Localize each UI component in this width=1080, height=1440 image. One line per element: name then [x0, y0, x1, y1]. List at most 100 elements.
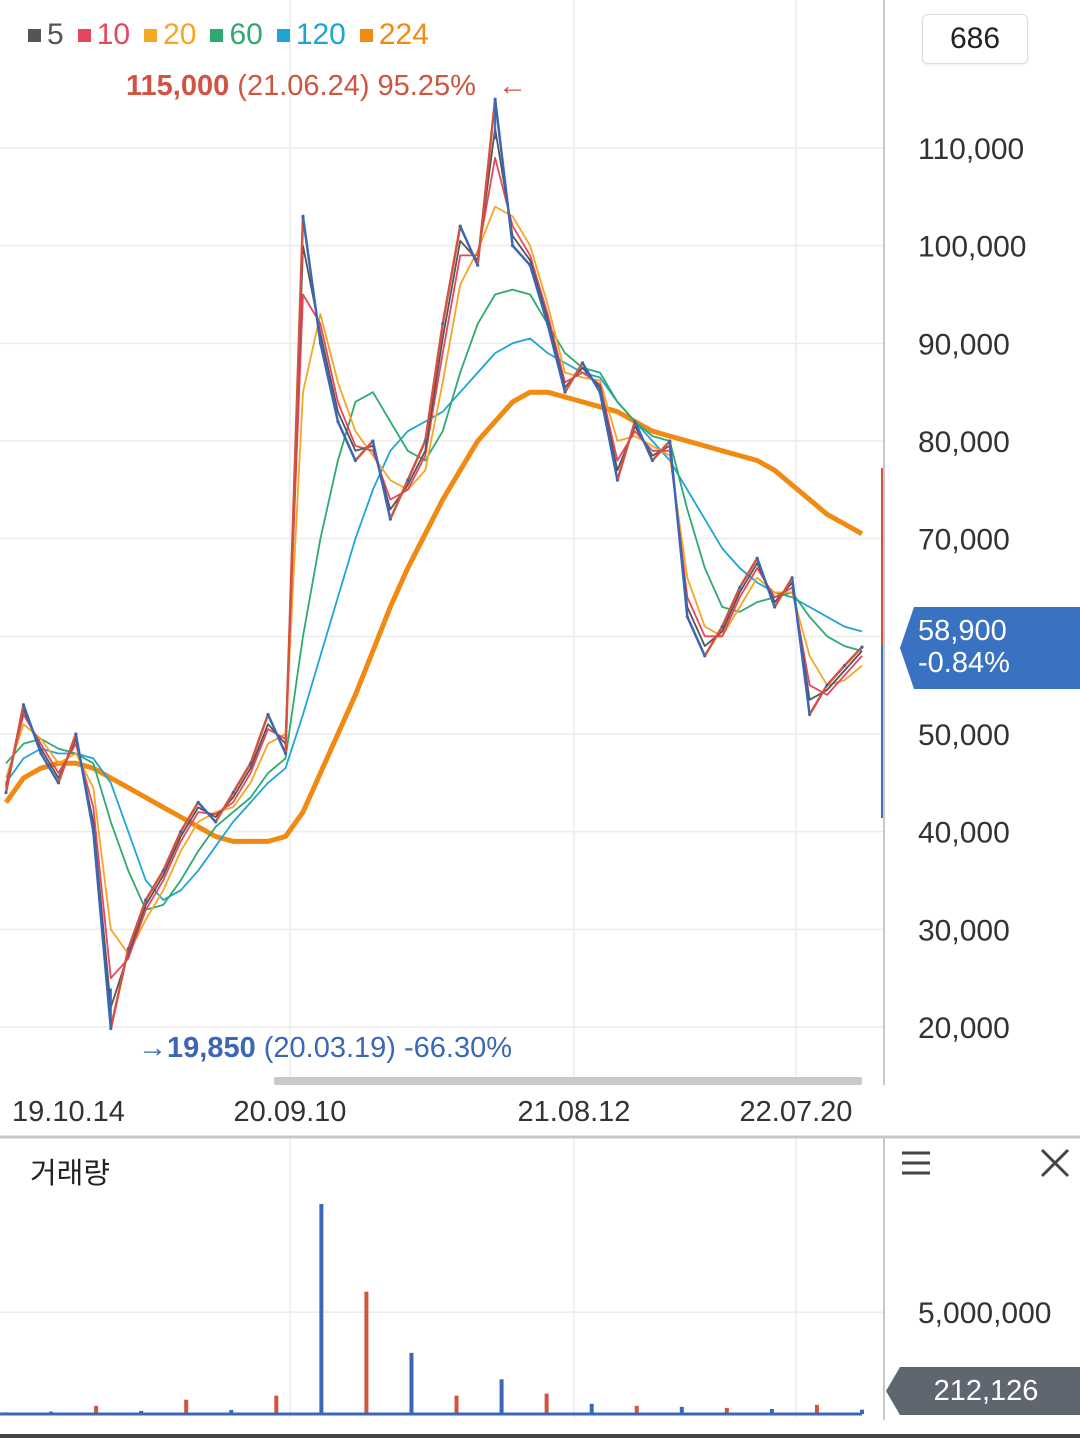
menu-icon-glyph: [902, 1151, 930, 1175]
volume-bar: [184, 1399, 189, 1414]
price-segment: [528, 264, 549, 325]
menu-icon[interactable]: [900, 1148, 932, 1178]
price-point: [144, 898, 148, 902]
price-segment: [406, 440, 427, 481]
volume-bar: [724, 1407, 729, 1414]
price-segment: [162, 831, 182, 872]
price-point: [196, 800, 200, 804]
legend-swatch: [28, 28, 41, 42]
price-point: [214, 820, 218, 824]
volume-bar: [454, 1395, 459, 1414]
price-segment: [354, 440, 374, 462]
price-point: [790, 576, 794, 580]
legend-item-ma5[interactable]: 5: [28, 18, 64, 52]
price-point: [91, 830, 95, 834]
price-segment: [826, 664, 846, 686]
volume-bar: [679, 1406, 684, 1414]
price-point: [755, 556, 759, 560]
volume-bars: [0, 1204, 864, 1416]
legend-item-ma20[interactable]: 20: [144, 18, 196, 52]
legend-item-ma224[interactable]: 224: [359, 18, 429, 52]
grid: [0, 0, 884, 1418]
price-segment: [4, 704, 25, 793]
price-point: [458, 224, 462, 228]
legend-swatch: [210, 28, 224, 42]
y-tick-label: 50,000: [918, 719, 1010, 752]
price-point: [738, 585, 742, 590]
price-segment: [197, 801, 217, 823]
volume-tick-label: 5,000,000: [918, 1297, 1051, 1330]
volume-bar: [319, 1204, 324, 1414]
price-point: [353, 458, 357, 463]
price-segment: [773, 577, 794, 608]
price-point: [74, 732, 78, 736]
y-axis-labels: 20,00030,00040,00050,00060,00070,00080,0…: [918, 133, 1026, 1045]
price-point: [248, 761, 253, 765]
price-segment: [476, 99, 497, 266]
legend-item-ma60[interactable]: 60: [210, 18, 263, 52]
max-price-value: 115,000: [126, 70, 230, 102]
price-segment: [424, 323, 444, 442]
legend-item-ma10[interactable]: 10: [77, 18, 130, 52]
price-segment: [284, 216, 305, 754]
volume-bar: [589, 1403, 594, 1414]
close-icon[interactable]: [1038, 1146, 1072, 1180]
arrow-left-icon: ←: [497, 70, 527, 102]
price-point: [161, 869, 165, 873]
legend-swatch: [359, 28, 373, 42]
price-point: [406, 478, 410, 482]
ma-line-20: [5, 205, 863, 955]
ma-line-5: [5, 127, 863, 1009]
y-tick-label: 70,000: [918, 524, 1010, 557]
current-price-tag: 58,900 -0.84%: [900, 607, 1080, 689]
price-segment: [57, 733, 78, 784]
price-segment: [721, 586, 741, 628]
price-segment: [389, 479, 409, 520]
arrow-right-icon: →: [138, 1032, 167, 1064]
price-line: [4, 97, 864, 1031]
price-segment: [843, 646, 863, 667]
volume-bar: [409, 1352, 414, 1414]
price-segment: [668, 440, 689, 617]
volume-bar: [769, 1408, 774, 1414]
price-point: [441, 322, 445, 326]
price-segment: [249, 714, 270, 764]
volume-bar: [139, 1410, 144, 1414]
price-point: [423, 439, 427, 443]
price-point: [388, 517, 392, 521]
legend-label: 120: [295, 18, 346, 51]
price-point: [266, 712, 270, 717]
price-point: [528, 263, 532, 267]
price-point: [371, 439, 375, 443]
price-point: [545, 322, 550, 326]
price-point: [650, 458, 654, 463]
price-point: [633, 419, 637, 424]
volume-bar: [814, 1404, 819, 1414]
volume-bar: [634, 1405, 639, 1414]
price-point: [179, 830, 183, 834]
visible-candle-count[interactable]: 686: [922, 14, 1028, 64]
price-segment: [127, 899, 147, 950]
current-volume-value: 212,126: [933, 1375, 1039, 1407]
min-price-value: 19,850: [167, 1032, 256, 1064]
price-point: [860, 645, 864, 649]
price-point: [301, 214, 305, 218]
price-segment: [563, 362, 584, 393]
price-segment: [686, 616, 706, 657]
time-range-scrollbar[interactable]: [274, 1077, 862, 1085]
price-segment: [336, 420, 357, 462]
legend-label: 60: [229, 18, 263, 51]
y-tick-label: 40,000: [918, 817, 1010, 850]
legend-label: 5: [47, 18, 64, 51]
price-segment: [616, 421, 637, 481]
current-price-value: 58,900: [918, 615, 1007, 647]
price-segment: [74, 733, 95, 832]
price-point: [703, 654, 707, 658]
volume-bar: [274, 1395, 279, 1414]
price-point: [580, 361, 585, 365]
price-segment: [493, 99, 514, 246]
volume-bar: [499, 1379, 504, 1414]
legend-item-ma120[interactable]: 120: [276, 18, 346, 52]
